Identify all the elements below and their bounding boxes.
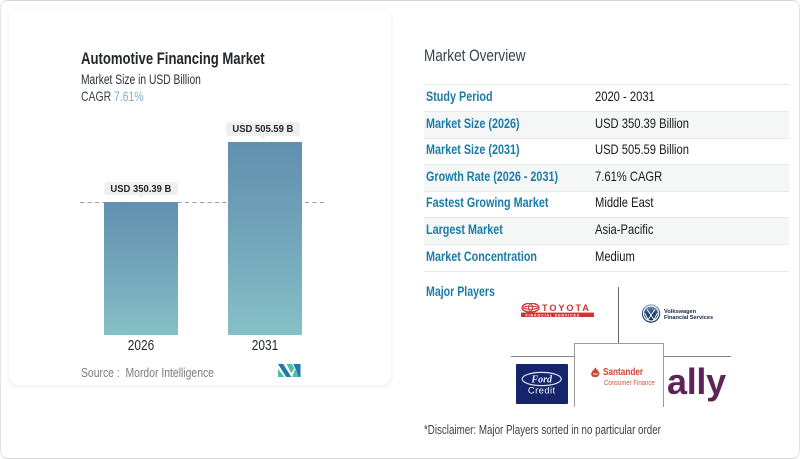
svg-text:FINANCIAL SERVICES: FINANCIAL SERVICES <box>526 313 581 317</box>
svg-text:Ford: Ford <box>530 375 553 386</box>
svg-text:Credit: Credit <box>528 386 556 397</box>
svg-text:TOYOTA: TOYOTA <box>542 303 591 313</box>
